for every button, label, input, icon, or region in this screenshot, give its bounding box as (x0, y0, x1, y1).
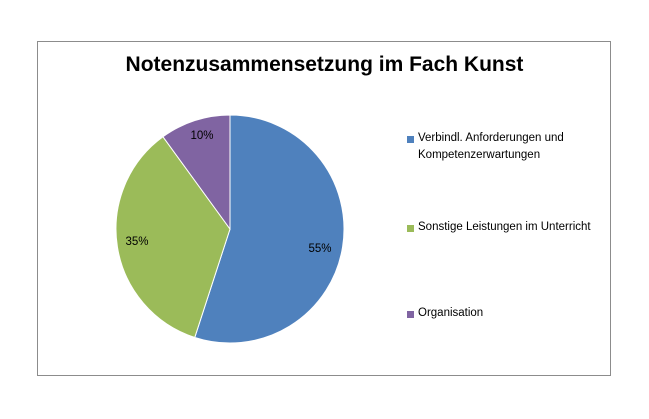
legend-swatch (407, 225, 414, 232)
data-label-2: 10% (190, 130, 213, 142)
data-label-0: 55% (308, 243, 331, 255)
pie-slice-1 (115, 136, 231, 339)
legend-swatch (407, 311, 414, 318)
legend-label: Verbindl. Anforderungen und Kompetenzerw… (418, 132, 564, 161)
data-label-1: 35% (125, 236, 148, 248)
pie-slice-2 (162, 114, 231, 231)
legend-swatch (407, 136, 414, 143)
legend-label: Organisation (418, 307, 484, 319)
pie-slice-0 (194, 114, 345, 344)
chart-title: Notenzusammensetzung im Fach Kunst (125, 53, 524, 76)
legend-label: Sonstige Leistungen im Unterricht (418, 221, 591, 233)
